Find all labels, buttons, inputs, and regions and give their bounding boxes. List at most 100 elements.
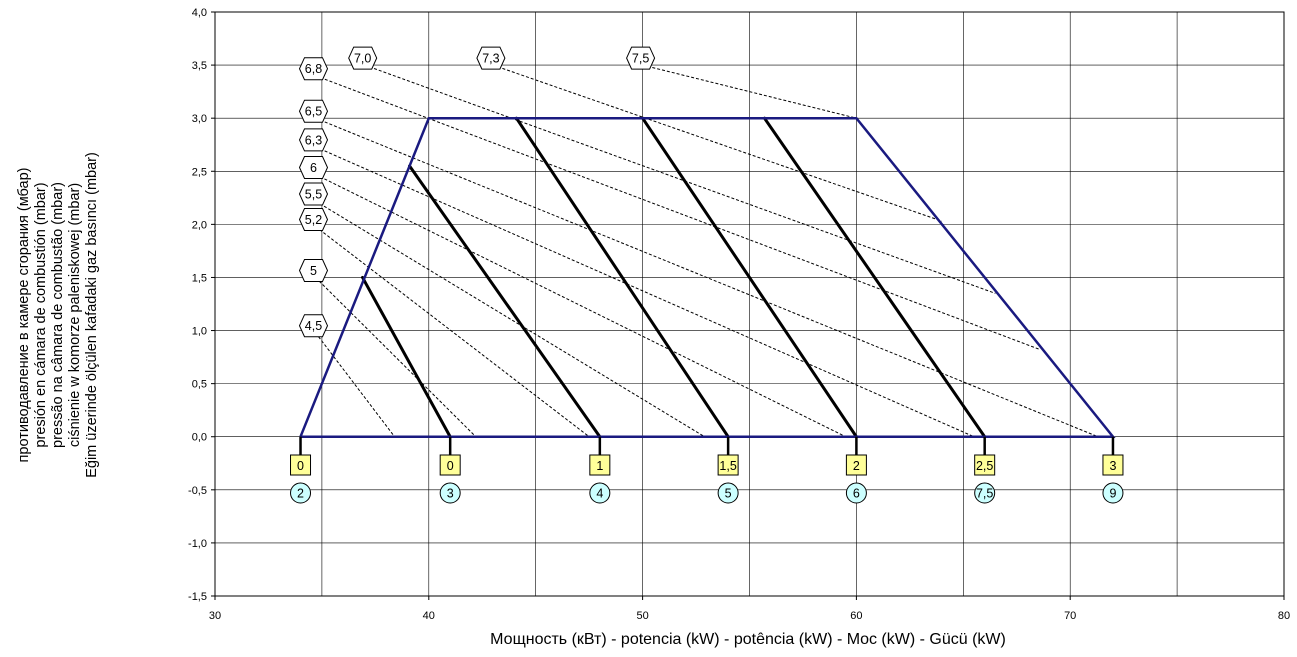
y-tick-label: 3,5 xyxy=(192,60,207,72)
y-tick-label: 0,5 xyxy=(192,379,207,391)
position-circle-label: 4 xyxy=(596,487,603,501)
position-square-label: 2 xyxy=(853,459,860,473)
grid xyxy=(214,11,1285,597)
gas-pressure-hexagon xyxy=(298,57,329,81)
position-square xyxy=(845,454,867,476)
position-markers: 0 2 0 3 1 4 1,5 5 2 6 2,5 7,5 3 9 xyxy=(290,436,1124,504)
position-square xyxy=(1102,454,1124,476)
y-tick-label: -1,5 xyxy=(188,591,207,603)
position-square-label: 1,5 xyxy=(719,459,736,473)
position-circle-label: 5 xyxy=(725,487,732,501)
position-square-label: 2,5 xyxy=(976,459,993,473)
gas-pressure-label: 7,0 xyxy=(354,52,371,66)
position-circle-label: 7,5 xyxy=(976,487,993,501)
position-line xyxy=(408,164,602,439)
position-circle xyxy=(1102,482,1124,504)
gas-pressure-line xyxy=(315,117,1099,438)
position-circle-label: 3 xyxy=(447,487,454,501)
gas-pressure-label: 5 xyxy=(310,264,317,278)
y-tick-label: 3,0 xyxy=(192,113,207,125)
y-axis-label-line-5: Eğim üzerinde ölçülen kafadaki gaz basın… xyxy=(84,152,100,478)
position-square xyxy=(290,454,312,476)
gas-pressure-line xyxy=(492,64,943,222)
position-square-label: 0 xyxy=(447,459,454,473)
gas-pressure-hexagon xyxy=(298,314,329,338)
position-circle xyxy=(974,482,996,504)
y-tick-label: 0,0 xyxy=(192,432,207,444)
position-line xyxy=(641,116,858,439)
x-tick-label: 80 xyxy=(1278,610,1290,622)
y-axis-label-line-1: противодавление в камере сгорания (мбар) xyxy=(16,168,32,463)
position-line xyxy=(514,116,730,439)
gas-pressure-label: 7,3 xyxy=(482,52,499,66)
position-circle-label: 6 xyxy=(853,487,860,501)
position-circle xyxy=(290,482,312,504)
position-circle xyxy=(589,482,611,504)
gas-pressure-hexagon xyxy=(348,46,378,70)
gas-pressure-labels: 4,5 5 5,2 5,5 6 6,3 6,5 6,8 7,0 7,3 7,5 xyxy=(298,46,656,338)
gas-pressure-label: 4,5 xyxy=(305,319,322,333)
position-square xyxy=(717,454,739,476)
operating-envelope xyxy=(299,116,1116,438)
gas-pressure-hexagon xyxy=(298,99,329,123)
y-tick-label: -0,5 xyxy=(188,485,207,497)
y-axis-label-line-2: presión en cámara de combustión (mbar) xyxy=(33,182,49,447)
gas-pressure-line xyxy=(315,75,1041,351)
gas-pressure-line xyxy=(315,332,395,438)
x-tick-label: 60 xyxy=(850,610,862,622)
x-axis-label: Мощность (кВт) - potencia (kW) - potênci… xyxy=(490,631,1006,648)
y-tick-label: 2,5 xyxy=(192,166,207,178)
gas-pressure-line xyxy=(364,64,996,294)
gas-pressure-hexagon xyxy=(298,182,329,206)
gas-pressure-label: 6,8 xyxy=(305,62,322,76)
y-axis-label-line-3: pressão na câmara de combustão (mbar) xyxy=(50,182,66,448)
x-tick-label: 50 xyxy=(636,610,648,622)
gas-pressure-hexagon xyxy=(626,46,656,70)
position-square xyxy=(589,454,611,476)
gas-pressure-hexagon xyxy=(298,128,329,152)
position-circle xyxy=(439,482,461,504)
gas-pressure-line xyxy=(315,174,846,438)
gas-pressure-label: 7,5 xyxy=(632,52,649,66)
position-square-label: 0 xyxy=(297,459,304,473)
gas-pressure-line xyxy=(315,146,975,438)
position-circle xyxy=(845,482,867,504)
gas-pressure-label: 6,3 xyxy=(305,133,322,147)
gas-pressure-hexagon xyxy=(298,259,329,282)
position-square-label: 1 xyxy=(596,459,603,473)
gas-pressure-lines xyxy=(315,64,1099,438)
ticks: -1,5 -1,0 -0,5 0,0 0,5 1,0 1,5 2,0 2,5 3,0 3,5 4,0 3… xyxy=(188,7,1290,622)
y-tick-label: -1,0 xyxy=(188,538,207,550)
gas-pressure-line xyxy=(315,277,477,438)
x-tick-label: 70 xyxy=(1064,610,1076,622)
y-tick-label: 1,5 xyxy=(192,272,207,284)
gas-pressure-label: 5,2 xyxy=(305,213,322,227)
gas-pressure-label: 5,5 xyxy=(305,188,322,202)
gas-pressure-label: 6,5 xyxy=(305,105,322,119)
gas-pressure-hexagon xyxy=(476,46,506,70)
gas-pressure-line xyxy=(315,200,705,438)
position-circle-label: 2 xyxy=(297,487,304,501)
y-tick-label: 1,0 xyxy=(192,326,207,338)
gas-pressure-line xyxy=(642,64,857,119)
position-square xyxy=(439,454,461,476)
position-square xyxy=(974,454,996,476)
x-tick-label: 40 xyxy=(423,610,435,622)
position-square-label: 3 xyxy=(1109,459,1116,473)
gas-pressure-hexagon xyxy=(298,208,329,231)
position-line xyxy=(361,275,452,439)
position-line xyxy=(762,116,987,439)
y-tick-label: 2,0 xyxy=(192,219,207,231)
position-circle-label: 9 xyxy=(1109,487,1116,501)
gas-pressure-line xyxy=(315,226,590,438)
y-axis-label: противодавление в камере сгорания (мбар)… xyxy=(16,152,100,478)
y-tick-label: 4,0 xyxy=(192,7,207,19)
position-circle xyxy=(717,482,739,504)
gas-pressure-hexagon xyxy=(298,156,329,179)
gas-pressure-label: 6 xyxy=(310,161,317,175)
x-tick-label: 30 xyxy=(209,610,221,622)
position-lines xyxy=(361,116,987,439)
y-axis-label-line-4: ciśnienie w komorze paleniskowej (mbar) xyxy=(67,183,83,447)
